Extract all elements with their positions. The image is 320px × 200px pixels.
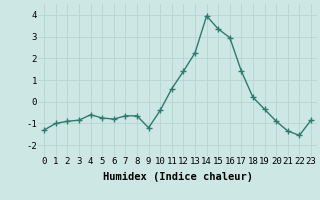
X-axis label: Humidex (Indice chaleur): Humidex (Indice chaleur) xyxy=(103,172,252,182)
